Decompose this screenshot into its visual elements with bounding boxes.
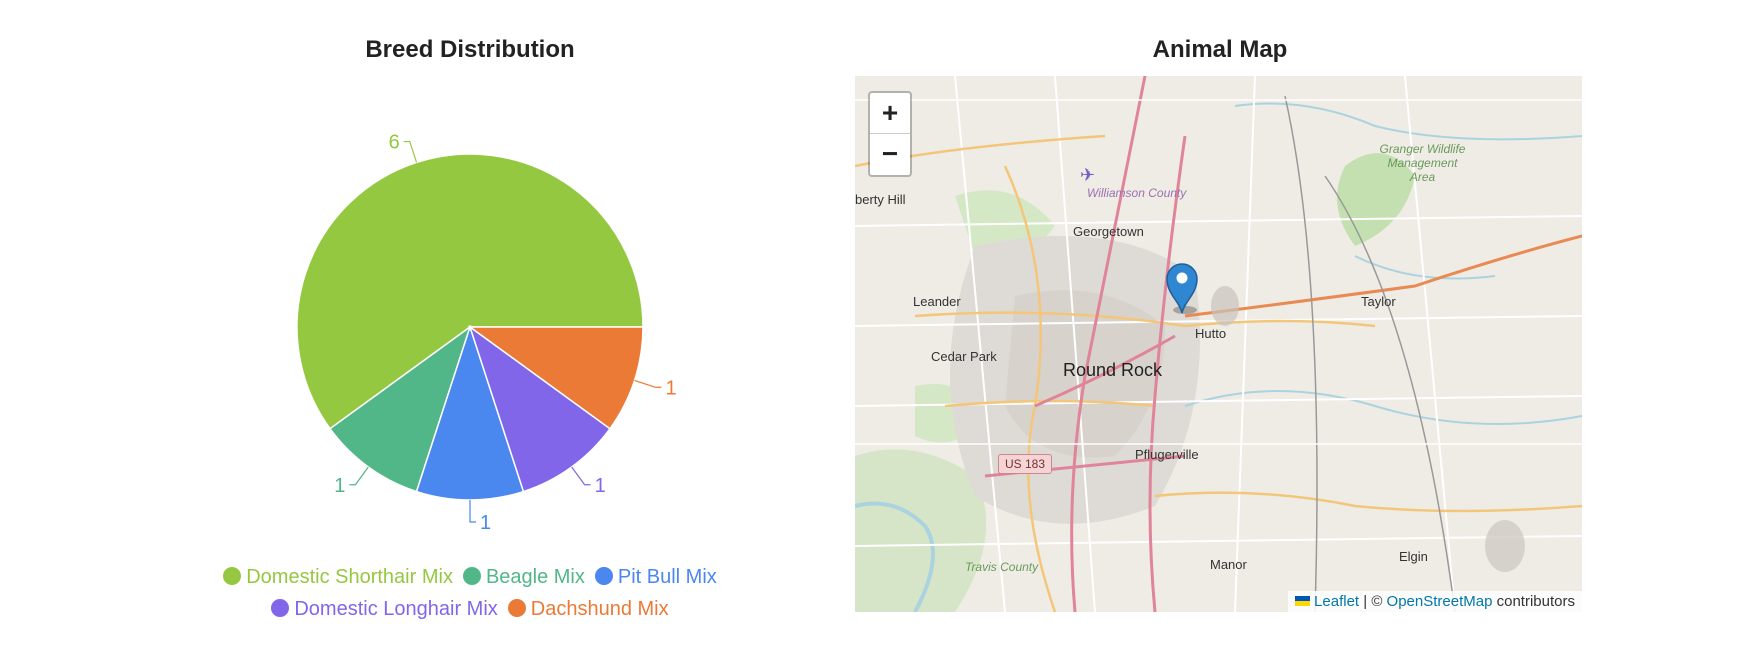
legend-item-pit-bull-mix[interactable]: Pit Bull Mix <box>594 566 717 589</box>
pie-data-label: 1 <box>665 377 676 399</box>
map-label-hutto: Hutto <box>1195 326 1227 341</box>
legend-label: Domestic Shorthair Mix <box>246 566 453 588</box>
legend-swatch <box>271 599 290 617</box>
zoom-out-button[interactable]: − <box>881 138 899 169</box>
map-title: Animal Map <box>1152 36 1288 63</box>
pie-slice-domestic-shorthair-mix[interactable] <box>296 153 644 430</box>
breed-distribution-panel: Breed Distribution 6 1 1 1 1 Domestic Shorth… <box>0 36 940 621</box>
animal-map-panel: Animal Map <box>855 0 1585 656</box>
animal-location-marker[interactable] <box>1163 260 1201 314</box>
map-label-cedar-park: Cedar Park <box>931 349 997 364</box>
map-view[interactable]: ✈ berty Hill Georgetown Williamson Count… <box>855 76 1582 612</box>
legend-item-dachshund-mix[interactable]: Dachshund Mix <box>507 598 669 621</box>
map-label-liberty-hill: berty Hill <box>855 192 906 207</box>
map-label-williamson-county: Williamson County <box>1087 186 1187 200</box>
legend-row: Domestic Longhair Mix Dachshund Mix <box>0 598 940 621</box>
ukraine-flag-icon <box>1295 596 1311 606</box>
pie-data-label: 1 <box>595 475 606 497</box>
map-label-elgin: Elgin <box>1399 549 1428 564</box>
attribution-suffix: contributors <box>1492 593 1575 610</box>
map-label-manor: Manor <box>1210 557 1247 572</box>
map-label-pflugerville: Pflugerville <box>1135 447 1199 462</box>
legend-swatch <box>594 567 613 585</box>
map-label-round-rock: Round Rock <box>1063 360 1163 380</box>
legend-label: Domestic Longhair Mix <box>294 598 498 620</box>
map-label-leander: Leander <box>913 294 961 309</box>
pie-leader-line <box>349 466 369 486</box>
legend-label: Pit Bull Mix <box>617 566 717 588</box>
pie-leader-line <box>403 140 418 163</box>
map-label-travis-county: Travis County <box>965 560 1039 574</box>
pie-chart: 6 1 1 1 1 <box>296 132 677 534</box>
map-label-granger-wildlife: Granger Wildlife Management Area <box>1379 142 1466 184</box>
legend-item-domestic-longhair-mix[interactable]: Domestic Longhair Mix <box>271 598 498 621</box>
map-label-georgetown: Georgetown <box>1073 224 1144 239</box>
zoom-in-button[interactable]: + <box>870 93 910 134</box>
legend-item-beagle-mix[interactable]: Beagle Mix <box>462 566 585 589</box>
map-label-taylor: Taylor <box>1361 294 1396 309</box>
legend-swatch <box>507 599 526 617</box>
leaflet-link[interactable]: Leaflet <box>1314 593 1360 610</box>
legend-swatch <box>223 567 242 585</box>
pie-data-label: 1 <box>480 512 491 534</box>
map-attribution: Leaflet | © OpenStreetMap contributors <box>1288 591 1582 612</box>
us-183-shield: US 183 <box>998 454 1053 474</box>
legend-swatch <box>462 567 481 585</box>
legend-label: Beagle Mix <box>485 566 585 588</box>
svg-text:✈: ✈ <box>1080 165 1095 186</box>
pie-leader-line <box>634 379 662 388</box>
pie-leader-line <box>571 466 591 486</box>
legend-row: Domestic Shorthair Mix Beagle Mix Pit Bull… <box>0 566 940 589</box>
pie-data-label: 6 <box>389 132 400 154</box>
zoom-control: + − <box>868 91 912 177</box>
attribution-separator: | © <box>1359 593 1387 610</box>
legend-label: Dachshund Mix <box>530 598 669 620</box>
openstreetmap-link[interactable]: OpenStreetMap <box>1386 593 1493 610</box>
legend-item-domestic-shorthair-mix[interactable]: Domestic Shorthair Mix <box>223 566 453 589</box>
pie-data-label: 1 <box>334 475 345 497</box>
map-tiles: ✈ <box>855 76 1582 612</box>
pie-chart-title: Breed Distribution <box>365 36 575 63</box>
pie-leader-line <box>469 500 476 523</box>
